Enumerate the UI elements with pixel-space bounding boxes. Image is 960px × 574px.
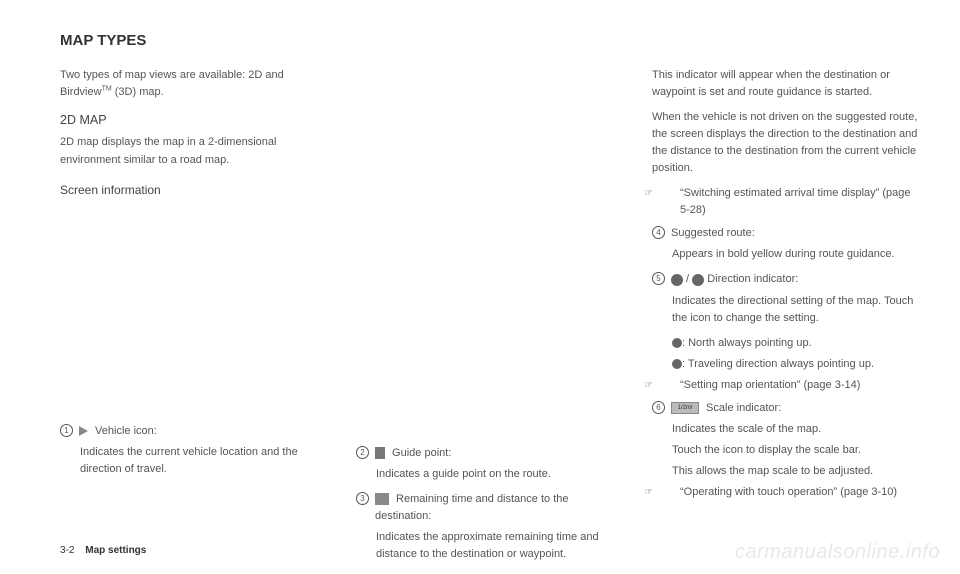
section-name: Map settings <box>85 545 146 556</box>
item-6: 6 1/2mi Scale indicator: <box>652 400 920 419</box>
watermark: carmanualsonline.info <box>735 541 940 564</box>
item-1-label-row: Vehicle icon: <box>79 423 157 440</box>
heading-up-icon <box>672 359 682 369</box>
vehicle-icon <box>79 426 88 436</box>
ref-1-text: “Switching estimated arrival time displa… <box>680 187 910 216</box>
item-6-desc3: This allows the map scale to be adjusted… <box>652 463 920 480</box>
ref-1: ☞“Switching estimated arrival time displ… <box>652 185 920 219</box>
intro-text: Two types of map views are available: 2D… <box>60 67 328 101</box>
item-2-label-row: Guide point: <box>375 445 451 462</box>
item-2-label: Guide point: <box>389 447 451 459</box>
intro-b: (3D) map. <box>112 86 164 98</box>
scale-icon: 1/2mi <box>671 402 699 414</box>
column-3: This indicator will appear when the dest… <box>652 67 920 571</box>
circled-number-3: 3 <box>356 492 369 505</box>
item-2-desc: Indicates a guide point on the route. <box>356 466 624 483</box>
circled-number-1: 1 <box>60 424 73 437</box>
item-5-b-text: : Traveling direction always pointing up… <box>682 358 874 370</box>
item-5-a-text: : North always pointing up. <box>682 337 812 349</box>
item-3-label: Remaining time and distance to the desti… <box>375 493 569 522</box>
reference-icon: ☞ <box>662 485 678 501</box>
item-3-desc: Indicates the approximate remaining time… <box>356 529 624 563</box>
ref-2-text: “Setting map orientation” (page 3-14) <box>680 379 860 391</box>
direction-icon-a <box>671 274 683 286</box>
item-5-label: Direction indicator: <box>704 273 798 285</box>
item-6-label-row: 1/2mi Scale indicator: <box>671 400 781 417</box>
guide-point-icon <box>375 447 385 459</box>
desc-2d: 2D map displays the map in a 2-dimension… <box>60 134 328 168</box>
item-3: 3 Remaining time and distance to the des… <box>356 491 624 527</box>
item-4-desc: Appears in bold yellow during route guid… <box>652 246 920 263</box>
item-1-desc: Indicates the current vehicle location a… <box>60 444 328 478</box>
circled-number-2: 2 <box>356 446 369 459</box>
column-2: 2 Guide point: Indicates a guide point o… <box>356 67 624 571</box>
item-1: 1 Vehicle icon: <box>60 423 328 442</box>
circled-number-4: 4 <box>652 226 665 239</box>
col3-p2: When the vehicle is not driven on the su… <box>652 109 920 177</box>
item-3-label-row: Remaining time and distance to the desti… <box>375 491 624 525</box>
reference-icon: ☞ <box>662 378 678 394</box>
item-4-label: Suggested route: <box>671 225 755 242</box>
map-image-placeholder <box>60 203 328 423</box>
item-5: 5 / Direction indicator: <box>652 271 920 290</box>
item-1-label: Vehicle icon: <box>92 425 157 437</box>
intro-sup: TM <box>102 85 112 92</box>
item-6-desc: Indicates the scale of the map. <box>652 421 920 438</box>
item-4: 4 Suggested route: <box>652 225 920 244</box>
page-number: 3-2 <box>60 545 74 556</box>
remaining-time-icon <box>375 493 389 505</box>
ref-3-text: “Operating with touch operation” (page 3… <box>680 486 897 498</box>
ref-3: ☞“Operating with touch operation” (page … <box>652 484 920 501</box>
item-5-a: : North always pointing up. <box>652 335 920 352</box>
ref-2: ☞“Setting map orientation” (page 3-14) <box>652 377 920 394</box>
subhead-2d-map: 2D MAP <box>60 111 328 130</box>
item-5-label-row: / Direction indicator: <box>671 271 798 288</box>
direction-icon-b <box>692 274 704 286</box>
item-5-desc: Indicates the directional setting of the… <box>652 293 920 327</box>
page-footer: 3-2 Map settings <box>60 545 146 556</box>
item-2: 2 Guide point: <box>356 445 624 464</box>
circled-number-5: 5 <box>652 272 665 285</box>
page-header: MAP TYPES <box>60 32 920 49</box>
item-6-label: Scale indicator: <box>703 402 781 414</box>
north-up-icon <box>672 338 682 348</box>
subhead-screen-info: Screen information <box>60 181 328 200</box>
circled-number-6: 6 <box>652 401 665 414</box>
intro-a: Two types of map views are available: 2D… <box>60 69 284 98</box>
content-columns: Two types of map views are available: 2D… <box>60 67 920 571</box>
reference-icon: ☞ <box>662 186 678 202</box>
col3-p1: This indicator will appear when the dest… <box>652 67 920 101</box>
item-6-desc2: Touch the icon to display the scale bar. <box>652 442 920 459</box>
item-5-b: : Traveling direction always pointing up… <box>652 356 920 373</box>
column-1: Two types of map views are available: 2D… <box>60 67 328 571</box>
